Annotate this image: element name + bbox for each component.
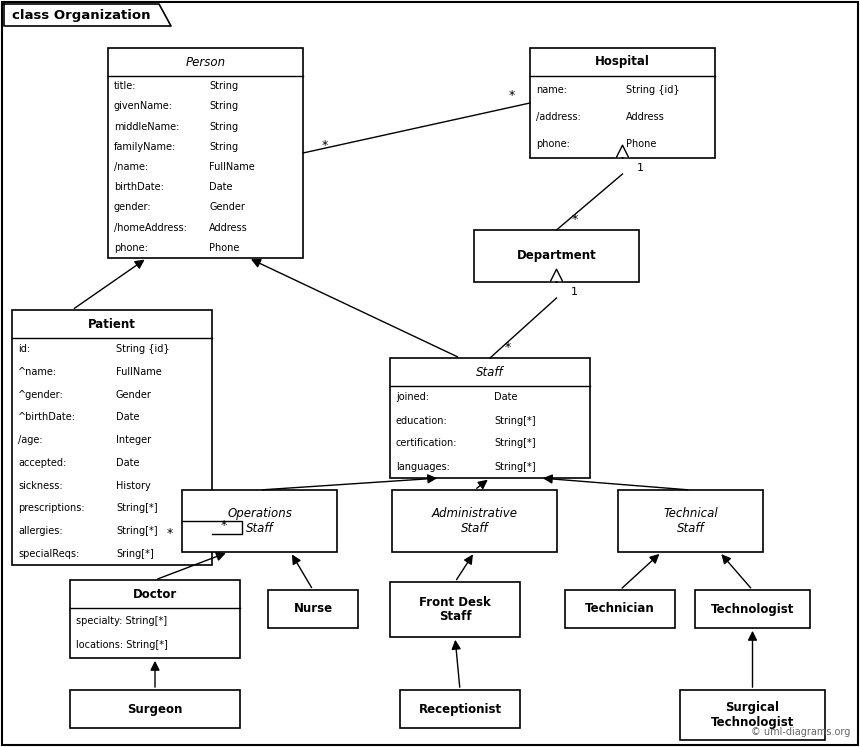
Text: 1: 1	[637, 163, 644, 173]
Text: String[*]: String[*]	[116, 526, 157, 536]
Text: String: String	[209, 142, 238, 152]
Text: specialty: String[*]: specialty: String[*]	[76, 616, 167, 625]
Bar	[268, 590, 358, 628]
Text: ^gender:: ^gender:	[18, 390, 64, 400]
Text: String[*]: String[*]	[494, 415, 536, 426]
Text: Administrative
Staff: Administrative Staff	[432, 507, 518, 535]
Text: ^name:: ^name:	[18, 367, 57, 377]
Text: phone:: phone:	[536, 140, 570, 149]
Bar	[182, 490, 337, 552]
Text: /homeAddress:: /homeAddress:	[114, 223, 187, 232]
Text: specialReqs:: specialReqs:	[18, 548, 79, 559]
Bar	[565, 590, 675, 628]
Text: name:: name:	[536, 84, 567, 95]
Text: String: String	[209, 122, 238, 131]
Text: *: *	[505, 341, 511, 355]
Text: Date: Date	[116, 412, 139, 423]
Text: 1: 1	[571, 287, 578, 297]
Bar	[695, 590, 810, 628]
Text: prescriptions:: prescriptions:	[18, 503, 84, 513]
Text: gender:: gender:	[114, 202, 151, 212]
Polygon shape	[4, 4, 171, 26]
Text: String: String	[209, 81, 238, 91]
Text: Surgeon: Surgeon	[127, 702, 182, 716]
Text: Operations
Staff: Operations Staff	[227, 507, 292, 535]
Text: accepted:: accepted:	[18, 458, 66, 468]
Text: birthDate:: birthDate:	[114, 182, 164, 192]
Text: String[*]: String[*]	[494, 462, 536, 471]
Text: Nurse: Nurse	[293, 603, 333, 616]
Text: /age:: /age:	[18, 436, 43, 445]
Text: Date: Date	[209, 182, 233, 192]
Text: Gender: Gender	[209, 202, 245, 212]
Text: ^birthDate:: ^birthDate:	[18, 412, 76, 423]
Text: Front Desk
Staff: Front Desk Staff	[419, 595, 491, 624]
Text: phone:: phone:	[114, 243, 148, 253]
Text: Person: Person	[186, 55, 225, 69]
Text: String[*]: String[*]	[494, 438, 536, 448]
Text: joined:: joined:	[396, 392, 429, 403]
Text: *: *	[221, 519, 227, 532]
Text: Technical
Staff: Technical Staff	[663, 507, 718, 535]
Text: title:: title:	[114, 81, 137, 91]
Text: Technologist: Technologist	[711, 603, 794, 616]
Polygon shape	[550, 269, 563, 282]
Text: Address: Address	[626, 112, 665, 122]
Bar	[618, 490, 763, 552]
Text: allergies:: allergies:	[18, 526, 63, 536]
Bar	[530, 48, 715, 158]
Text: Date: Date	[116, 458, 139, 468]
Bar	[400, 690, 520, 728]
Text: FullName: FullName	[116, 367, 162, 377]
Text: class Organization: class Organization	[12, 8, 150, 22]
Text: Phone: Phone	[626, 140, 656, 149]
Text: Phone: Phone	[209, 243, 240, 253]
Text: Hospital: Hospital	[595, 55, 650, 69]
Bar	[392, 490, 557, 552]
Text: Receptionist: Receptionist	[419, 702, 501, 716]
Text: History: History	[116, 480, 150, 491]
Text: givenName:: givenName:	[114, 102, 173, 111]
Text: *: *	[509, 88, 515, 102]
Text: Surgical
Technologist: Surgical Technologist	[711, 701, 794, 729]
Text: Integer: Integer	[116, 436, 151, 445]
Bar	[70, 580, 240, 658]
Text: education:: education:	[396, 415, 448, 426]
Text: String[*]: String[*]	[116, 503, 157, 513]
Text: Staff: Staff	[476, 365, 504, 379]
Text: *: *	[571, 214, 578, 226]
Text: *: *	[322, 138, 329, 152]
Text: certification:: certification:	[396, 438, 458, 448]
Text: Technician: Technician	[585, 603, 654, 616]
Text: FullName: FullName	[209, 162, 255, 172]
Text: familyName:: familyName:	[114, 142, 176, 152]
Text: /name:: /name:	[114, 162, 148, 172]
Bar	[474, 230, 639, 282]
Bar	[12, 310, 212, 565]
Polygon shape	[616, 145, 629, 158]
Bar	[680, 690, 825, 740]
Text: languages:: languages:	[396, 462, 450, 471]
Text: sickness:: sickness:	[18, 480, 63, 491]
Text: /address:: /address:	[536, 112, 580, 122]
Text: id:: id:	[18, 344, 30, 354]
Text: Sring[*]: Sring[*]	[116, 548, 154, 559]
Text: Date: Date	[494, 392, 518, 403]
Text: Doctor: Doctor	[133, 587, 177, 601]
Text: Address: Address	[209, 223, 249, 232]
Text: locations: String[*]: locations: String[*]	[76, 640, 168, 651]
Text: Department: Department	[517, 249, 596, 262]
Bar	[70, 690, 240, 728]
Text: String: String	[209, 102, 238, 111]
Bar	[390, 582, 520, 637]
Text: *: *	[167, 527, 173, 539]
Text: Patient: Patient	[88, 317, 136, 330]
Bar	[390, 358, 590, 478]
Text: middleName:: middleName:	[114, 122, 180, 131]
Text: Gender: Gender	[116, 390, 152, 400]
Text: String {id}: String {id}	[116, 344, 169, 354]
Text: © uml-diagrams.org: © uml-diagrams.org	[751, 727, 850, 737]
Bar	[108, 48, 303, 258]
Text: String {id}: String {id}	[626, 84, 679, 95]
